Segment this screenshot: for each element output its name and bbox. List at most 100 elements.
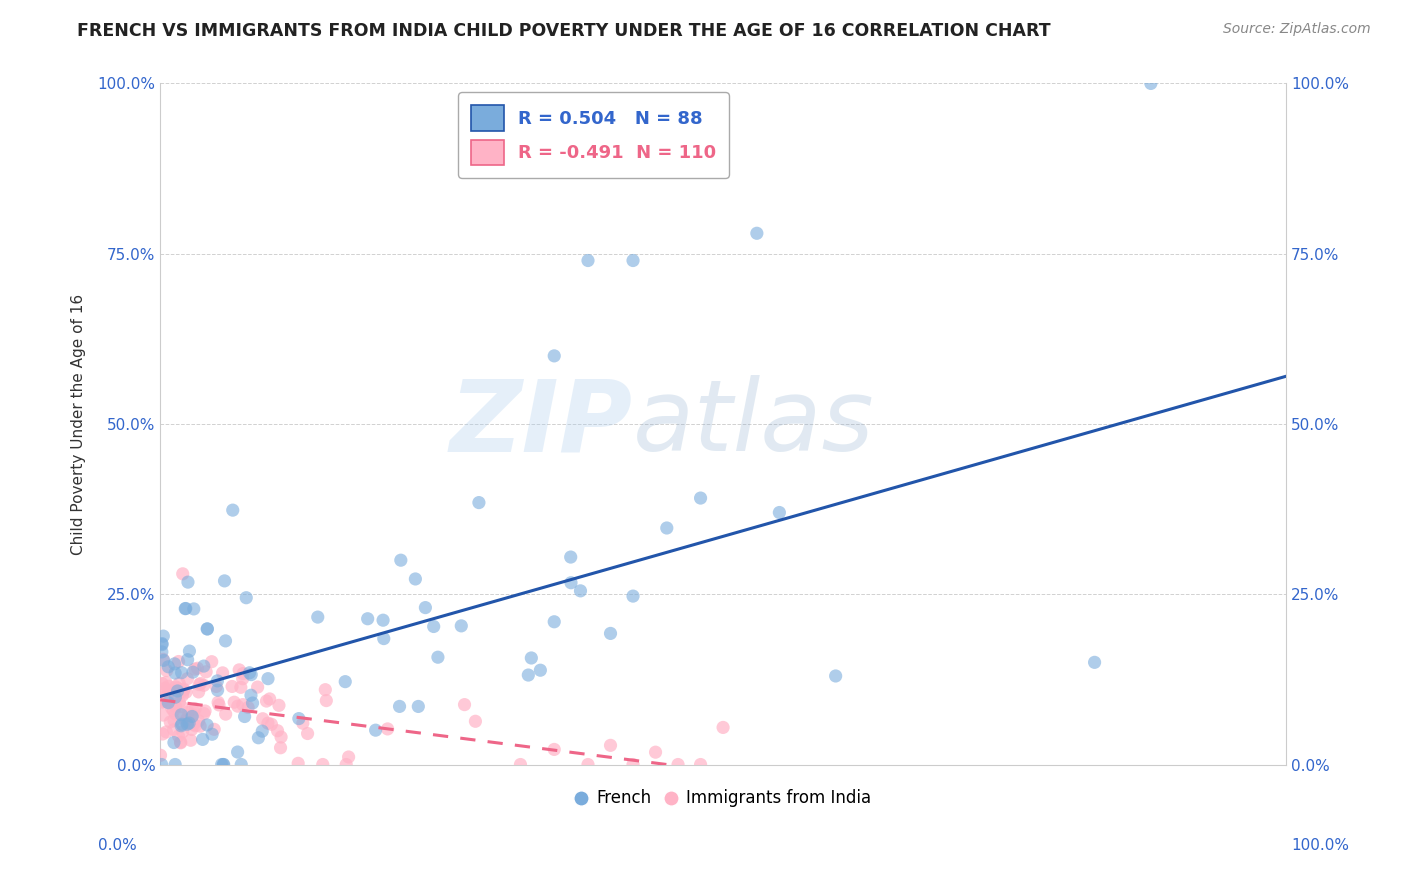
- Point: [153, 681, 176, 695]
- Point: [194, 704, 217, 718]
- Point: [150, 638, 173, 652]
- Point: [270, 740, 292, 755]
- Point: [165, 680, 187, 694]
- Point: [165, 666, 187, 681]
- Point: [238, 665, 260, 680]
- Point: [180, 723, 202, 737]
- Point: [170, 699, 193, 714]
- Point: [211, 665, 233, 680]
- Text: ZIP: ZIP: [450, 376, 633, 473]
- Point: [172, 724, 194, 739]
- Point: [207, 673, 229, 688]
- Point: [314, 682, 336, 697]
- Point: [252, 712, 274, 726]
- Point: [337, 750, 360, 764]
- Point: [187, 685, 209, 699]
- Point: [157, 679, 180, 693]
- Point: [150, 695, 173, 709]
- Point: [231, 757, 253, 772]
- Point: [212, 757, 235, 772]
- Text: Source: ZipAtlas.com: Source: ZipAtlas.com: [1223, 22, 1371, 37]
- Point: [156, 664, 179, 678]
- Point: [529, 663, 551, 677]
- Point: [180, 733, 202, 747]
- Point: [259, 692, 281, 706]
- Point: [373, 632, 395, 646]
- Point: [291, 716, 314, 731]
- Point: [184, 702, 207, 716]
- Point: [232, 666, 254, 681]
- Point: [193, 659, 215, 673]
- Point: [228, 663, 250, 677]
- Point: [229, 681, 252, 695]
- Point: [426, 650, 449, 665]
- Point: [165, 690, 187, 705]
- Point: [183, 602, 205, 616]
- Point: [197, 622, 219, 636]
- Point: [388, 699, 411, 714]
- Point: [155, 725, 177, 739]
- Point: [159, 714, 181, 729]
- Point: [174, 601, 197, 615]
- Point: [404, 572, 426, 586]
- Point: [195, 665, 218, 679]
- Point: [689, 491, 711, 505]
- Point: [179, 644, 201, 658]
- Legend: French, Immigrants from India: French, Immigrants from India: [568, 783, 879, 814]
- Point: [297, 726, 319, 740]
- Point: [166, 688, 188, 702]
- Point: [195, 718, 218, 732]
- Point: [165, 757, 187, 772]
- Point: [150, 637, 173, 651]
- Point: [170, 717, 193, 731]
- Point: [543, 615, 565, 629]
- Point: [167, 655, 190, 669]
- Point: [155, 695, 177, 709]
- Point: [177, 705, 200, 719]
- Point: [170, 707, 193, 722]
- Point: [190, 676, 212, 690]
- Point: [666, 757, 689, 772]
- Point: [257, 716, 280, 731]
- Point: [599, 739, 621, 753]
- Point: [183, 717, 205, 731]
- Point: [242, 696, 264, 710]
- Point: [150, 757, 173, 772]
- Point: [172, 566, 194, 581]
- Point: [152, 727, 174, 741]
- Point: [520, 651, 543, 665]
- Point: [186, 661, 208, 675]
- Point: [208, 698, 231, 712]
- Text: 0.0%: 0.0%: [98, 838, 138, 854]
- Point: [335, 674, 357, 689]
- Point: [224, 695, 246, 709]
- Text: 100.0%: 100.0%: [1292, 838, 1350, 854]
- Point: [315, 693, 337, 707]
- Point: [191, 732, 214, 747]
- Point: [167, 729, 190, 743]
- Point: [205, 680, 228, 694]
- Point: [247, 731, 270, 745]
- Point: [173, 683, 195, 698]
- Point: [1140, 77, 1163, 91]
- Point: [252, 724, 274, 739]
- Point: [517, 668, 540, 682]
- Point: [307, 610, 329, 624]
- Y-axis label: Child Poverty Under the Age of 16: Child Poverty Under the Age of 16: [72, 293, 86, 555]
- Point: [655, 521, 678, 535]
- Point: [201, 727, 224, 741]
- Point: [226, 745, 249, 759]
- Point: [408, 699, 430, 714]
- Point: [312, 757, 335, 772]
- Point: [711, 721, 734, 735]
- Point: [232, 698, 254, 712]
- Point: [181, 702, 204, 716]
- Point: [157, 696, 180, 710]
- Point: [266, 723, 288, 738]
- Point: [226, 699, 249, 714]
- Point: [184, 662, 207, 676]
- Point: [267, 698, 290, 713]
- Point: [173, 682, 195, 697]
- Point: [335, 757, 357, 772]
- Point: [450, 619, 472, 633]
